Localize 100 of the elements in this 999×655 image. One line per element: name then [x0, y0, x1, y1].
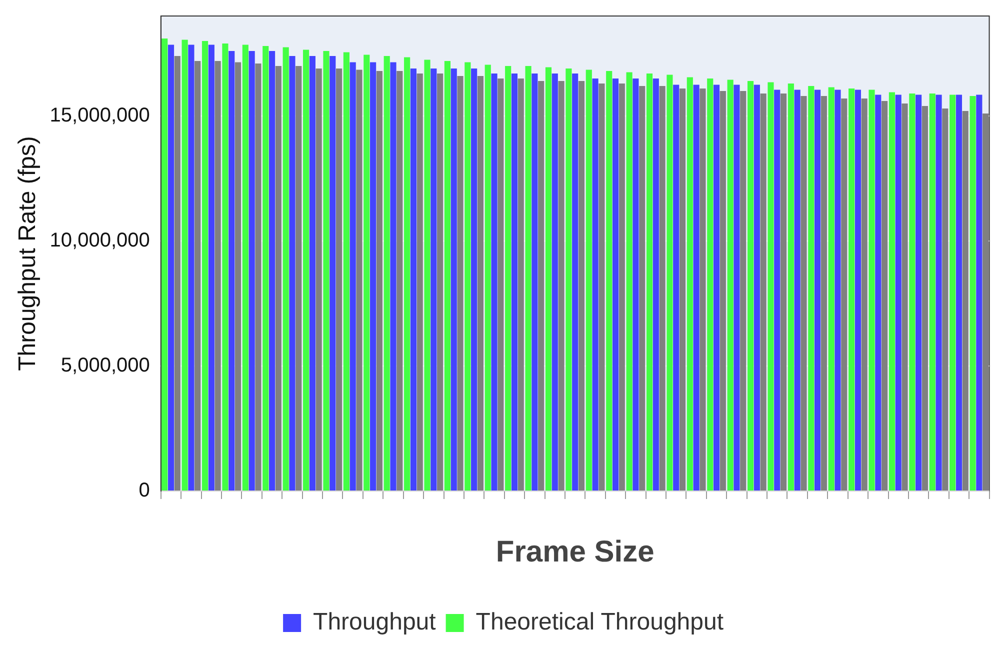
bar	[275, 66, 282, 490]
bar	[532, 74, 538, 490]
bar	[444, 61, 451, 490]
bar	[296, 66, 302, 490]
y-tick-label: 15,000,000	[50, 104, 150, 127]
bar	[673, 84, 680, 490]
bar	[545, 67, 552, 490]
bar	[659, 86, 666, 490]
bar	[834, 90, 841, 490]
bar	[558, 81, 564, 490]
bar	[916, 94, 922, 490]
bar	[578, 81, 585, 490]
bar	[922, 106, 928, 490]
bar	[740, 91, 746, 490]
bar	[820, 96, 827, 490]
bar	[854, 90, 861, 490]
bar	[882, 101, 888, 490]
bar	[652, 78, 659, 490]
y-tick-label: 0	[138, 480, 150, 502]
bar	[471, 68, 478, 490]
bar	[410, 68, 416, 490]
bar	[598, 84, 605, 490]
bar	[848, 88, 855, 490]
bar	[700, 88, 706, 490]
bar	[168, 44, 174, 490]
legend-label: Throughput	[313, 608, 436, 636]
bar	[808, 86, 814, 490]
bar	[720, 91, 726, 490]
bar	[194, 61, 201, 490]
bar	[511, 74, 518, 490]
bar	[639, 86, 646, 490]
bar	[336, 68, 342, 490]
bar	[566, 68, 572, 490]
bar	[794, 90, 800, 490]
bar	[309, 56, 316, 490]
bar	[228, 51, 235, 490]
bar	[612, 78, 619, 490]
bar	[868, 90, 875, 490]
bar	[646, 74, 653, 490]
bar	[437, 74, 444, 490]
bar	[525, 66, 532, 490]
bar	[774, 90, 780, 490]
bar	[396, 71, 403, 490]
bar	[262, 46, 269, 490]
bar	[768, 82, 774, 490]
bar	[498, 78, 504, 490]
y-tick-label: 10,000,000	[50, 230, 150, 252]
bar	[780, 94, 787, 490]
bar	[552, 74, 558, 490]
bar	[788, 84, 794, 490]
bar	[814, 90, 821, 490]
y-tick-label: 5,000,000	[60, 354, 150, 377]
bar	[255, 64, 262, 490]
legend-label: Theoretical Throughput	[476, 608, 724, 636]
bar	[323, 51, 330, 490]
bar	[282, 47, 289, 490]
bar	[734, 84, 740, 490]
bar	[841, 98, 848, 490]
bar	[477, 76, 484, 490]
bar	[586, 70, 592, 490]
bar	[202, 41, 208, 490]
bar	[754, 84, 760, 490]
bar	[760, 94, 766, 490]
bar	[626, 72, 632, 490]
bar	[956, 94, 962, 490]
bar	[800, 96, 807, 490]
bar	[208, 44, 214, 490]
bar	[895, 94, 902, 490]
bar	[162, 38, 168, 490]
bar	[713, 84, 720, 490]
bar	[686, 77, 693, 490]
bar	[248, 51, 255, 490]
bar	[950, 94, 956, 490]
bar	[356, 70, 362, 490]
bar	[376, 71, 382, 490]
bar	[538, 81, 544, 490]
bar	[962, 111, 968, 490]
bar	[182, 40, 188, 490]
bar	[942, 108, 948, 490]
bar	[289, 56, 296, 490]
y-axis-title: Throughput Rate (fps)	[14, 136, 42, 371]
bar	[222, 44, 228, 490]
bar	[929, 94, 936, 490]
bar	[268, 51, 276, 490]
bar	[693, 84, 700, 490]
bar	[343, 52, 350, 490]
bar	[976, 94, 982, 490]
bar	[350, 62, 356, 490]
bar	[936, 94, 942, 490]
bar	[505, 66, 512, 490]
bar	[316, 68, 322, 490]
bar	[188, 44, 194, 490]
bar	[518, 78, 524, 490]
bar	[484, 64, 491, 490]
bar	[242, 44, 248, 490]
bar	[464, 62, 471, 490]
bar	[618, 84, 625, 490]
bar	[384, 56, 390, 490]
bar	[457, 76, 464, 490]
bar	[234, 62, 242, 490]
